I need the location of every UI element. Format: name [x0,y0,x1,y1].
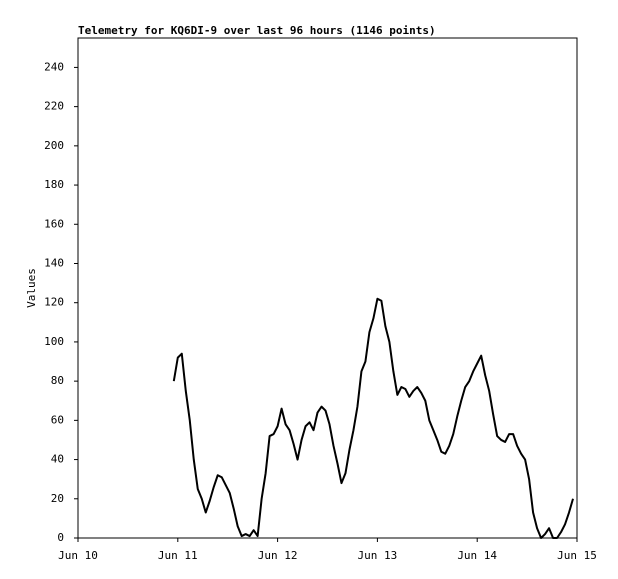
x-tick-label: Jun 11 [158,549,198,562]
y-tick-label: 180 [44,178,64,191]
x-tick-label: Jun 10 [58,549,98,562]
y-tick-label: 140 [44,256,64,269]
y-tick-label: 40 [51,453,64,466]
x-tick-label: Jun 14 [457,549,497,562]
y-tick-label: 0 [57,531,64,544]
data-line [172,297,574,539]
x-tick-label: Jun 15 [557,549,597,562]
y-tick-label: 120 [44,296,64,309]
plot-frame [77,37,578,539]
y-tick-label: 240 [44,60,64,73]
chart-title: Telemetry for KQ6DI-9 over last 96 hours… [78,24,436,37]
x-tick-label: Jun 12 [258,549,298,562]
y-tick-label: 60 [51,413,64,426]
y-tick-label: 80 [51,374,64,387]
y-axis-label: Values [25,268,38,308]
y-tick-label: 160 [44,217,64,230]
y-tick-label: 220 [44,100,64,113]
y-tick-label: 20 [51,492,64,505]
y-tick-label: 200 [44,139,64,152]
y-tick-label: 100 [44,335,64,348]
x-tick-label: Jun 13 [358,549,398,562]
